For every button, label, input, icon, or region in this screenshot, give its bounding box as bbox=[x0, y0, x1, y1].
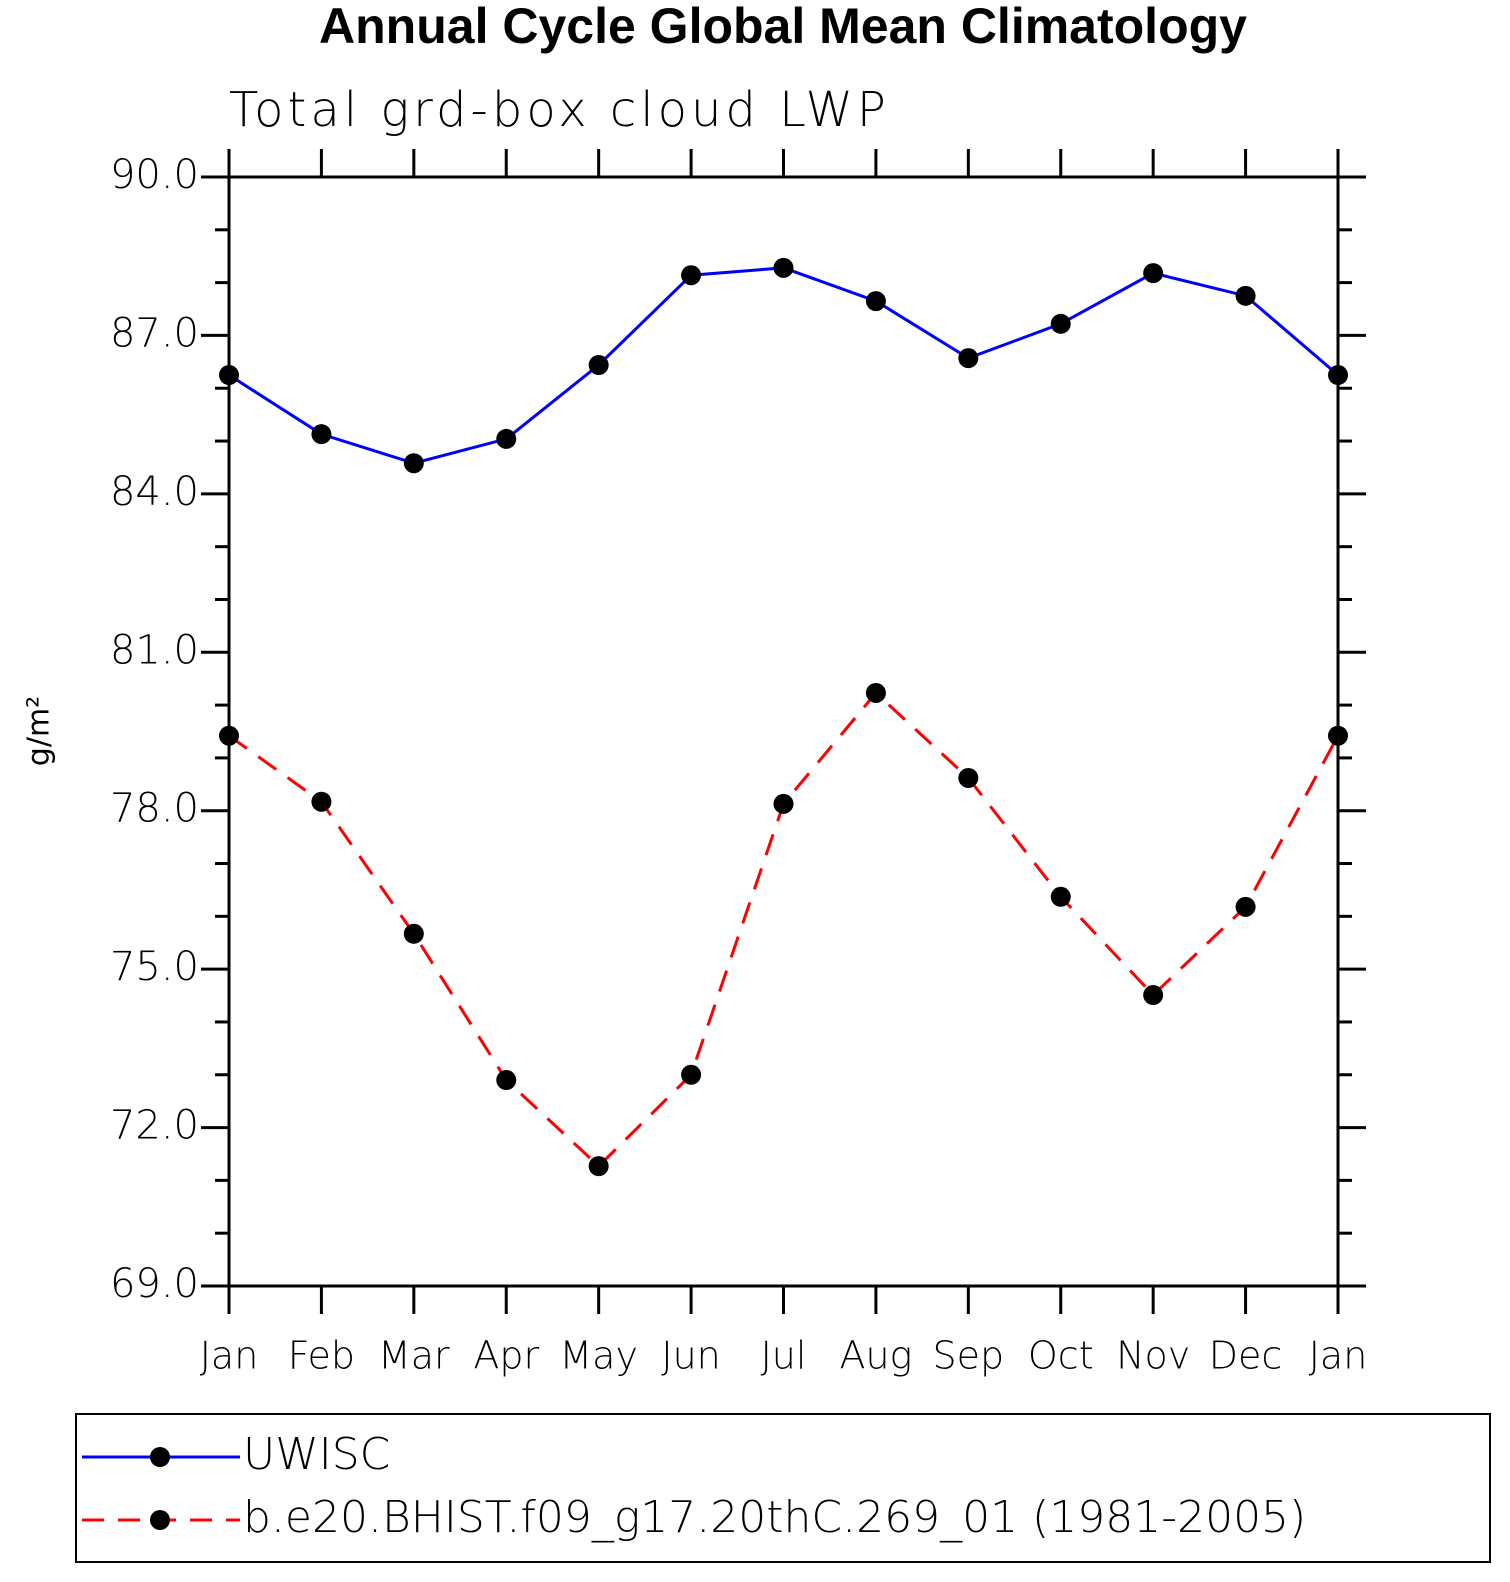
x-tick-label: Nov bbox=[1116, 1334, 1190, 1378]
data-point bbox=[865, 682, 886, 703]
y-tick-label: 87.0 bbox=[110, 310, 199, 356]
data-point bbox=[681, 1064, 702, 1085]
x-tick-label: Dec bbox=[1209, 1334, 1283, 1378]
series-line bbox=[228, 690, 1340, 1169]
data-point bbox=[588, 1156, 609, 1177]
x-tick-label: Aug bbox=[839, 1334, 912, 1378]
y-tick-label: 84.0 bbox=[110, 469, 199, 515]
data-point bbox=[1328, 725, 1348, 746]
x-tick-label: Feb bbox=[288, 1334, 355, 1378]
data-point bbox=[1235, 285, 1256, 306]
y-axis-label: g/m² bbox=[22, 696, 57, 766]
data-point bbox=[403, 923, 424, 944]
legend-marker bbox=[150, 1510, 170, 1530]
x-tick-label: Oct bbox=[1028, 1334, 1094, 1378]
x-tick-label: Mar bbox=[378, 1334, 450, 1378]
x-tick-label: May bbox=[559, 1334, 638, 1378]
y-tick-label: 90.0 bbox=[110, 152, 199, 198]
data-point bbox=[403, 453, 424, 474]
data-point bbox=[496, 1070, 517, 1091]
legend-label: b.e20.BHIST.f09_g17.20thC.269_01 (1981-2… bbox=[243, 1492, 1306, 1543]
legend-marker bbox=[150, 1447, 170, 1467]
y-tick-label: 72.0 bbox=[110, 1103, 199, 1149]
y-tick-label: 78.0 bbox=[110, 786, 199, 832]
x-tick-label: Jun bbox=[661, 1334, 720, 1378]
legend-box bbox=[75, 1413, 1491, 1563]
data-point bbox=[681, 265, 702, 286]
x-tick-label: Sep bbox=[933, 1334, 1005, 1378]
data-point bbox=[219, 725, 239, 746]
x-tick-label: Jan bbox=[1309, 1334, 1368, 1378]
data-point bbox=[865, 291, 886, 312]
data-point bbox=[958, 348, 979, 369]
data-point bbox=[1235, 896, 1256, 917]
y-tick-label: 75.0 bbox=[110, 944, 199, 990]
data-point bbox=[773, 793, 794, 814]
data-point bbox=[496, 428, 517, 449]
data-point bbox=[1050, 886, 1071, 907]
data-point bbox=[958, 767, 979, 788]
series-line bbox=[228, 266, 1339, 465]
data-point bbox=[219, 365, 239, 386]
data-point bbox=[1143, 263, 1164, 284]
x-tick-label: Apr bbox=[473, 1334, 539, 1378]
data-point bbox=[311, 424, 332, 445]
data-point bbox=[773, 257, 794, 278]
data-point bbox=[1143, 985, 1164, 1006]
y-tick-label: 81.0 bbox=[110, 627, 199, 673]
x-tick-label: Jan bbox=[200, 1334, 259, 1378]
plot-frame bbox=[227, 175, 1340, 1288]
legend-label: UWISC bbox=[243, 1429, 390, 1480]
data-point bbox=[588, 355, 609, 376]
y-tick-label: 69.0 bbox=[110, 1261, 199, 1307]
chart-title: Annual Cycle Global Mean Climatology bbox=[319, 0, 1247, 54]
x-tick-label: Jul bbox=[761, 1334, 807, 1378]
data-point bbox=[1050, 313, 1071, 334]
data-point bbox=[311, 791, 332, 812]
data-point bbox=[1328, 365, 1348, 386]
chart-subtitle: Total grd-box cloud LWP bbox=[229, 82, 890, 138]
